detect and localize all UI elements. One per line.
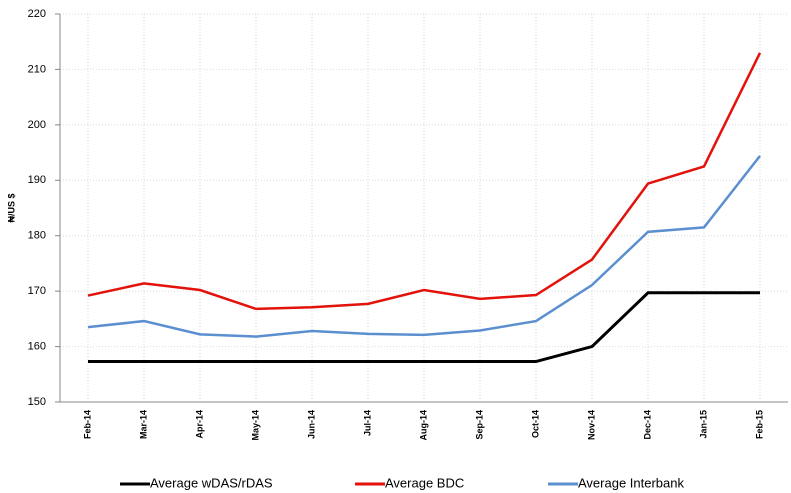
y-tick-label: 180 xyxy=(28,230,46,242)
x-tick-label: Jul-14 xyxy=(362,410,372,436)
x-tick-label: Jun-14 xyxy=(306,410,316,439)
x-tick-label: Dec-14 xyxy=(642,410,652,440)
x-tick-label: May-14 xyxy=(250,410,260,441)
x-tick-label: Oct-14 xyxy=(530,410,540,438)
legend-label: Average BDC xyxy=(385,475,464,490)
y-tick-label: 190 xyxy=(28,174,46,186)
series-line xyxy=(87,155,761,338)
x-tick-label: Nov-14 xyxy=(586,410,596,440)
y-tick-label: 200 xyxy=(28,119,46,131)
y-tick-label: 210 xyxy=(28,63,46,75)
x-tick-label: Mar-14 xyxy=(138,410,148,439)
y-tick-label: 150 xyxy=(28,396,46,408)
y-tick-label: 160 xyxy=(28,340,46,352)
y-axis-label: ₦/US $ xyxy=(6,193,16,222)
y-tick-label: 170 xyxy=(28,285,46,297)
x-tick-label: Aug-14 xyxy=(418,410,428,441)
x-tick-label: Apr-14 xyxy=(194,410,204,439)
x-tick-label: Feb-15 xyxy=(754,410,764,439)
legend-label: Average Interbank xyxy=(578,475,684,490)
series-line xyxy=(88,291,760,364)
x-tick-label: Jan-15 xyxy=(698,410,708,439)
y-tick-label: 220 xyxy=(28,8,46,20)
legend-label: Average wDAS/rDAS xyxy=(150,475,273,490)
x-tick-label: Feb-14 xyxy=(82,410,92,439)
series-line xyxy=(87,52,762,311)
x-tick-label: Sep-14 xyxy=(474,410,484,440)
